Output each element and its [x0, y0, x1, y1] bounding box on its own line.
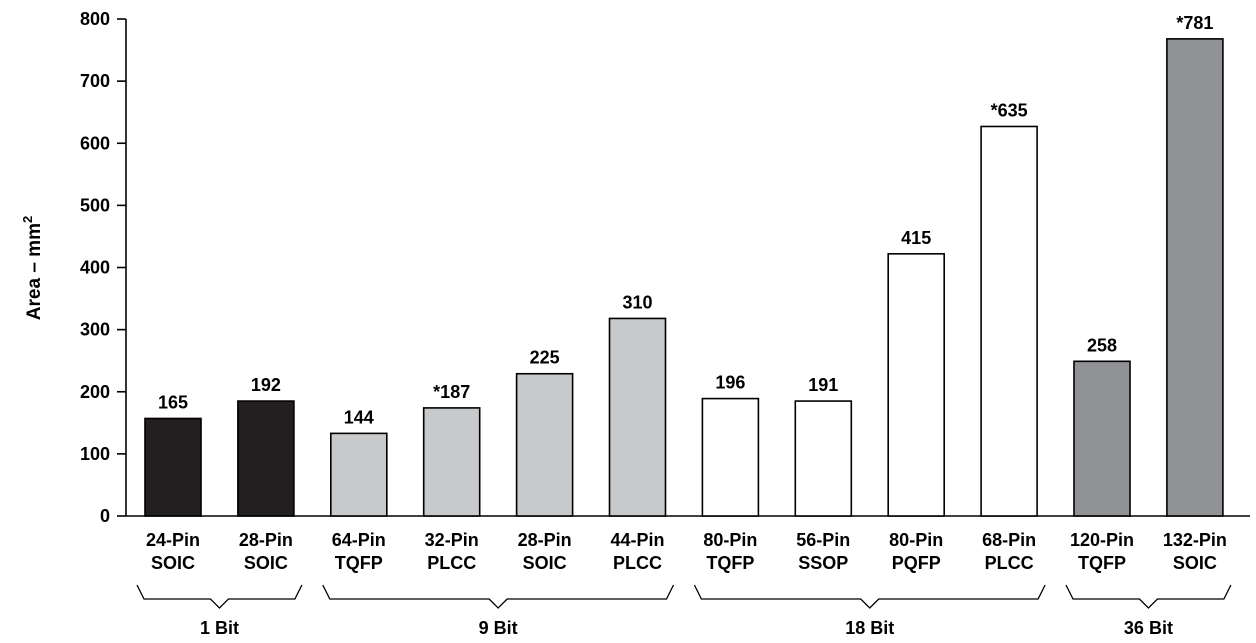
axis-layer: 0 100 200 300 400 500 600 700 800 — [80, 9, 1250, 526]
bar — [329, 432, 388, 517]
data-label: 144 — [344, 407, 374, 427]
y-axis-title-superscript: 2 — [20, 216, 35, 223]
data-label: *187 — [433, 382, 470, 402]
category-label: 64-Pin TQFP — [332, 530, 386, 573]
bar — [1166, 38, 1224, 517]
group-label: 1 Bit — [200, 618, 239, 638]
bar — [422, 407, 481, 517]
bar — [980, 125, 1038, 517]
group-label: 9 Bit — [479, 618, 518, 638]
y-tick-label: 400 — [80, 258, 110, 278]
bar — [237, 400, 295, 517]
bar — [887, 253, 946, 517]
data-label: 415 — [901, 228, 931, 248]
group-brace — [136, 584, 303, 609]
group-brace — [693, 584, 1046, 609]
bar-layer — [144, 38, 1224, 517]
category-label: 24-Pin SOIC — [146, 530, 200, 573]
data-label: 192 — [251, 375, 281, 395]
data-label: 225 — [530, 348, 560, 368]
data-label: 165 — [158, 392, 188, 412]
bar — [701, 397, 760, 517]
bar — [794, 400, 853, 517]
bar — [1073, 360, 1131, 517]
svg-text:Area – mm2: Area – mm2 — [20, 216, 45, 320]
category-label: 80-Pin TQFP — [703, 530, 757, 573]
data-label: *635 — [991, 100, 1028, 120]
y-axis-title-text: Area – mm — [24, 223, 45, 320]
bar — [515, 372, 574, 517]
category-label: 28-Pin SOIC — [239, 530, 293, 573]
y-tick-label: 800 — [80, 9, 110, 29]
category-label: 120-Pin TQFP — [1070, 530, 1134, 573]
data-label: *781 — [1176, 13, 1213, 33]
bar — [608, 317, 667, 517]
category-label: 80-Pin PQFP — [889, 530, 943, 573]
group-layer: 1 Bit 9 Bit 18 Bit 36 Bit — [136, 584, 1232, 638]
data-label: 310 — [622, 292, 652, 312]
y-tick-label: 600 — [80, 133, 110, 153]
y-axis-title: Area – mm2 — [20, 216, 45, 320]
category-label: 132-Pin SOIC — [1163, 530, 1227, 573]
data-label: 258 — [1087, 335, 1117, 355]
data-label: 191 — [808, 375, 838, 395]
y-tick-label: 500 — [80, 195, 110, 215]
category-label: 68-Pin PLCC — [982, 530, 1036, 573]
data-label: 196 — [715, 373, 745, 393]
y-tick-label: 0 — [100, 506, 110, 526]
category-label: 44-Pin PLCC — [610, 530, 664, 573]
label-layer: 165 24-Pin SOIC 192 28-Pin SOIC 144 64-Pin TQFP *… — [146, 13, 1227, 573]
y-tick-label: 300 — [80, 320, 110, 340]
group-label: 36 Bit — [1124, 618, 1173, 638]
category-label: 56-Pin SSOP — [796, 530, 850, 573]
y-tick-label: 100 — [80, 444, 110, 464]
category-label: 28-Pin SOIC — [518, 530, 572, 573]
bar — [144, 417, 202, 517]
group-label: 18 Bit — [845, 618, 894, 638]
y-tick-label: 700 — [80, 71, 110, 91]
group-brace — [1065, 584, 1232, 609]
category-label: 32-Pin PLCC — [425, 530, 479, 573]
group-brace — [322, 584, 675, 609]
y-tick-label: 200 — [80, 382, 110, 402]
